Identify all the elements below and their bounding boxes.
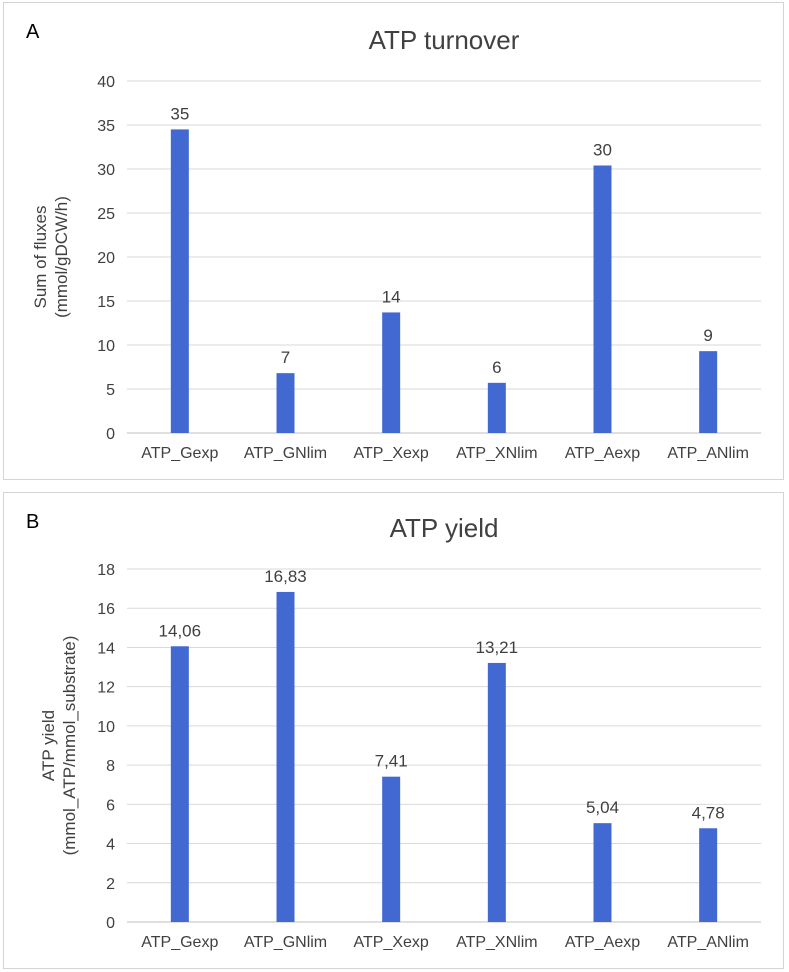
y-axis-label-line: (mmol/gDCW/h): [52, 196, 71, 318]
bar: [593, 165, 612, 434]
data-label: 14,06: [159, 621, 202, 640]
bar: [382, 312, 401, 433]
atp-turnover-chart: ATP turnover 0 5 10 15 20 25 30 35 40 Sum of fluxe…: [31, 25, 761, 462]
y-tick-label: 12: [97, 680, 115, 697]
category-label: ATP_Xexp: [354, 934, 429, 951]
data-label: 35: [170, 104, 189, 123]
data-label: 13,21: [476, 638, 519, 657]
y-axis-label-line: Sum of fluxes: [31, 206, 50, 309]
bar: [699, 828, 718, 922]
y-tick-label: 2: [106, 876, 115, 893]
data-label: 9: [703, 326, 712, 345]
category-label: ATP_Gexp: [141, 934, 218, 951]
y-axis-label: Sum of fluxes (mmol/gDCW/h): [31, 196, 71, 318]
y-tick-label: 4: [106, 837, 115, 854]
data-label: 5,04: [586, 798, 619, 817]
category-label: ATP_GNlim: [244, 445, 327, 462]
category-label: ATP_Aexp: [565, 934, 640, 951]
bar: [487, 662, 506, 922]
y-tick-label: 30: [97, 162, 115, 179]
bar: [382, 776, 401, 922]
y-tick-label: 40: [97, 74, 115, 91]
category-label: ATP_Gexp: [141, 445, 218, 462]
category-label: ATP_ANlim: [667, 445, 749, 462]
y-tick-label: 35: [97, 118, 115, 135]
bar: [170, 646, 189, 922]
y-tick-label: 8: [106, 758, 115, 775]
data-label: 7,41: [375, 752, 408, 771]
category-label: ATP_XNlim: [456, 445, 538, 462]
y-tick-label: 6: [106, 797, 115, 814]
data-label: 30: [593, 140, 612, 159]
category-label: ATP_Aexp: [565, 445, 640, 462]
bar: [699, 351, 718, 433]
bar: [170, 129, 189, 433]
bar: [593, 823, 612, 922]
y-tick-label: 25: [97, 206, 115, 223]
y-tick-label: 5: [106, 382, 115, 399]
data-label: 6: [492, 358, 501, 377]
data-label: 16,83: [264, 567, 307, 586]
category-label: ATP_GNlim: [244, 934, 327, 951]
y-tick-label: 10: [97, 719, 115, 736]
data-label: 14: [382, 287, 401, 306]
panel-label: A: [26, 21, 40, 43]
y-axis-label-line: (mmol_ATP/mmol_substrate): [60, 636, 79, 856]
y-axis-label: ATP yield (mmol_ATP/mmol_substrate): [39, 636, 79, 856]
category-label: ATP_XNlim: [456, 934, 538, 951]
y-tick-label: 20: [97, 250, 115, 267]
y-tick-label: 0: [106, 915, 115, 932]
bar: [487, 382, 506, 433]
y-axis-label-line: ATP yield: [39, 710, 58, 781]
bar: [276, 373, 295, 433]
chart-panel-b: B ATP yield 0 2 4 6 8 10 12 14 16 18 ATP yield (mmol…: [3, 492, 784, 969]
y-tick-label: 14: [97, 640, 115, 657]
category-label: ATP_Xexp: [354, 445, 429, 462]
y-tick-label: 18: [97, 562, 115, 579]
data-label: 7: [281, 348, 290, 367]
y-tick-label: 15: [97, 294, 115, 311]
chart-title: ATP turnover: [369, 25, 520, 55]
chart-title: ATP yield: [390, 513, 499, 543]
panel-label: B: [26, 511, 40, 533]
bar: [276, 591, 295, 922]
y-tick-label: 16: [97, 601, 115, 618]
chart-panel-a: A ATP turnover 0 5 10 15 20 25 30 35 40 Sum of flu…: [3, 2, 784, 480]
category-label: ATP_ANlim: [667, 934, 749, 951]
y-tick-label: 0: [106, 426, 115, 443]
data-label: 4,78: [692, 803, 725, 822]
y-tick-label: 10: [97, 338, 115, 355]
